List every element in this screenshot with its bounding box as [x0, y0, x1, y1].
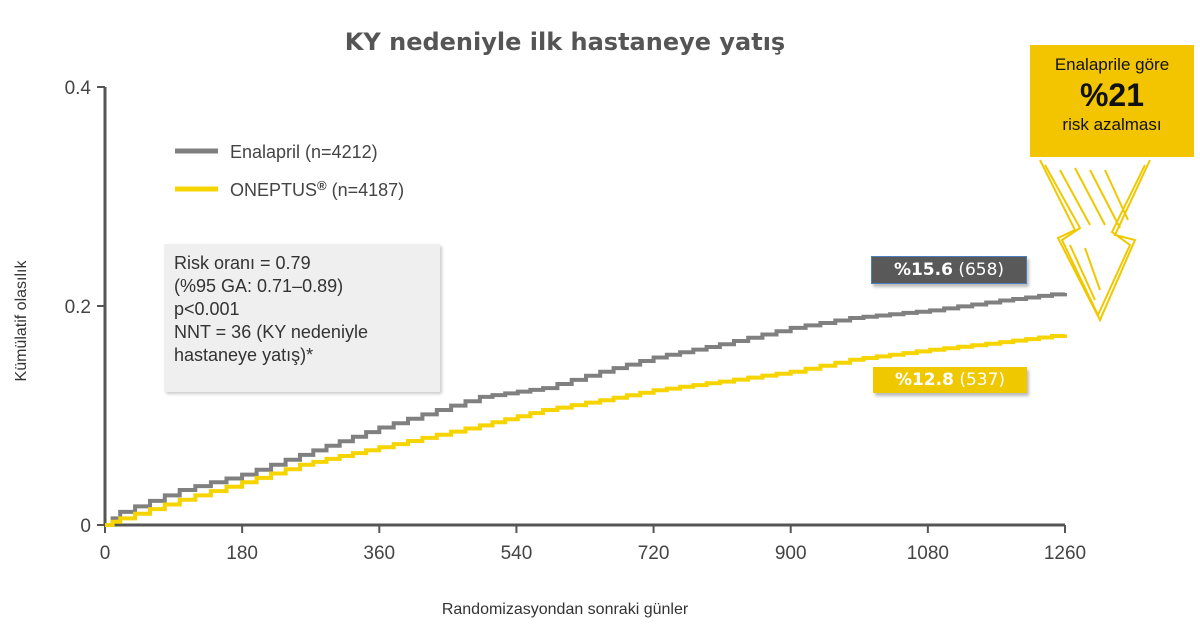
x-tick-label: 180 — [226, 543, 258, 564]
stat-line: p<0.001 — [174, 299, 240, 319]
legend-label-enalapril: Enalapril (n=4212) — [230, 142, 378, 162]
x-tick-label: 720 — [638, 543, 670, 564]
callout-line1: Enalaprile göre — [1054, 55, 1170, 74]
chart-title: KY nedeniyle ilk hastaneye yatış — [345, 28, 785, 56]
enalapril-curve — [105, 292, 1067, 527]
stat-line: (%95 GA: 0.71–0.89) — [174, 276, 344, 296]
enalapril-end-label: %15.6 (658) — [871, 256, 1027, 284]
statistics-box: Risk oranı = 0.79 (%95 GA: 0.71–0.89) p<… — [164, 244, 440, 392]
stat-line: NNT = 36 (KY nedeniyle — [174, 322, 368, 342]
y-tick-label: 0.2 — [65, 297, 91, 318]
y-tick-label: 0 — [80, 516, 91, 537]
x-tick-label: 1260 — [1044, 543, 1086, 564]
risk-reduction-callout: Enalaprile göre %21 risk azalması — [1030, 45, 1194, 157]
x-axis-label: Randomizasyondan sonraki günler — [442, 601, 689, 618]
x-tick-label: 540 — [501, 543, 533, 564]
legend: Enalapril (n=4212) ONEPTUS® (n=4187) — [175, 142, 404, 200]
x-tick-label: 900 — [775, 543, 807, 564]
stat-line: hastaneye yatış)* — [174, 345, 314, 365]
stat-line: Risk oranı = 0.79 — [174, 253, 311, 273]
x-tick-label: 0 — [100, 543, 111, 564]
callout-line2: risk azalması — [1062, 115, 1162, 134]
callout-arrow — [1039, 159, 1151, 323]
y-axis-label: Kümülatif olasılık — [13, 260, 30, 382]
oneptus-curve — [105, 334, 1067, 527]
x-tick-label: 1080 — [907, 543, 949, 564]
x-tick-label: 360 — [363, 543, 395, 564]
legend-label-oneptus: ONEPTUS® (n=4187) — [230, 178, 404, 200]
callout-value: %21 — [1079, 77, 1145, 113]
y-tick-label: 0.4 — [65, 78, 92, 99]
oneptus-end-label: %12.8 (537) — [873, 367, 1027, 393]
